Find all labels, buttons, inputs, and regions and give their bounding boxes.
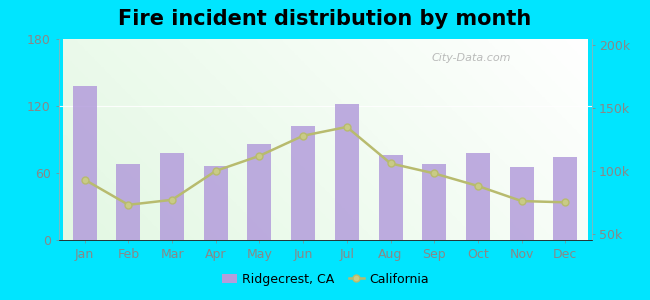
Bar [553, 158, 577, 240]
Bar [378, 155, 402, 240]
Text: City-Data.com: City-Data.com [432, 53, 511, 63]
Bar [510, 167, 534, 240]
Bar [116, 164, 140, 240]
Bar [160, 153, 184, 240]
Text: Fire incident distribution by month: Fire incident distribution by month [118, 9, 532, 29]
Bar [335, 104, 359, 240]
Bar [73, 86, 97, 240]
Bar [466, 153, 490, 240]
Bar [422, 164, 447, 240]
Legend: Ridgecrest, CA, California: Ridgecrest, CA, California [216, 268, 434, 291]
Bar [203, 166, 227, 240]
Bar [248, 144, 272, 240]
Bar [291, 126, 315, 240]
